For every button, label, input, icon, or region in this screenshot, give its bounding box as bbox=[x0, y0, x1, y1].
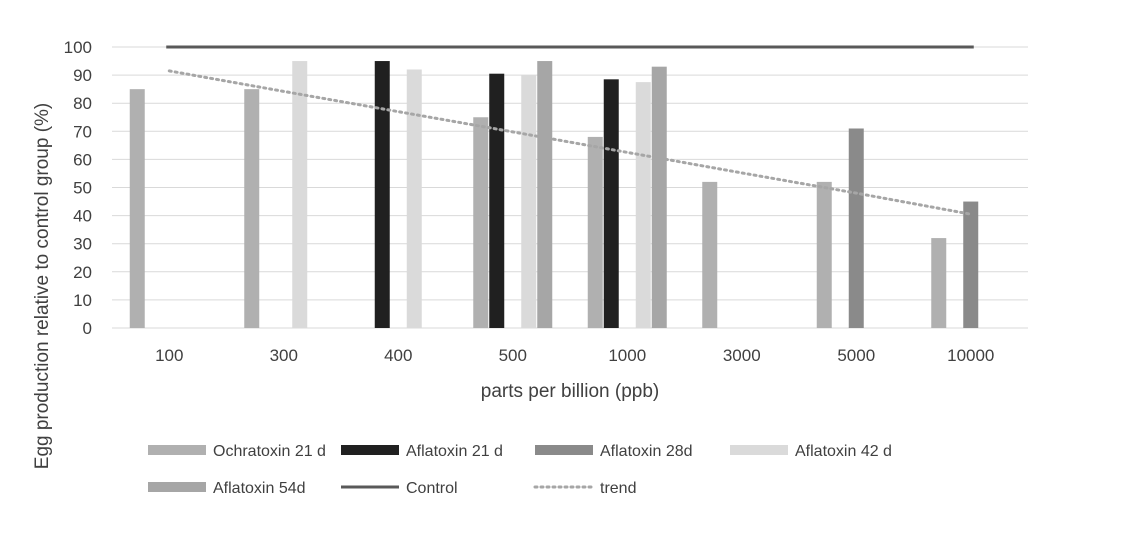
x-tick-label: 300 bbox=[270, 346, 298, 365]
bar bbox=[931, 238, 947, 328]
x-tick-label: 10000 bbox=[947, 346, 994, 365]
y-axis-title: Egg production relative to control group… bbox=[32, 103, 53, 469]
x-tick-label: 500 bbox=[499, 346, 527, 365]
y-tick-labels: 0 10 20 30 40 50 60 70 80 90 100 bbox=[64, 38, 92, 338]
bar bbox=[587, 136, 603, 328]
x-tick-label: 100 bbox=[155, 346, 183, 365]
bars-group bbox=[129, 61, 979, 329]
legend-label: Aflatoxin 54d bbox=[213, 480, 306, 497]
lines-group bbox=[166, 45, 974, 216]
legend-item: Ochratoxin 21 d bbox=[148, 443, 326, 460]
legend-item: Control bbox=[341, 480, 458, 497]
bar bbox=[635, 82, 651, 328]
legend-item: Aflatoxin 28d bbox=[535, 443, 693, 460]
legend-label: Control bbox=[406, 480, 458, 497]
bar bbox=[473, 117, 489, 328]
bar bbox=[702, 181, 718, 328]
y-tick-label: 90 bbox=[73, 66, 92, 85]
legend-label: trend bbox=[600, 480, 636, 497]
legend-item: Aflatoxin 21 d bbox=[341, 443, 503, 460]
legend-item: trend bbox=[533, 480, 636, 497]
bar bbox=[521, 75, 537, 328]
legend-label: Aflatoxin 42 d bbox=[795, 443, 892, 460]
legend-item: Aflatoxin 42 d bbox=[730, 443, 892, 460]
bar bbox=[537, 61, 553, 329]
bar bbox=[244, 89, 260, 329]
legend-swatch bbox=[148, 445, 206, 455]
y-tick-label: 60 bbox=[73, 150, 92, 169]
legend-swatch bbox=[148, 482, 206, 492]
legend-swatch bbox=[341, 445, 399, 455]
y-tick-label: 100 bbox=[64, 38, 92, 57]
y-tick-label: 70 bbox=[73, 122, 92, 141]
trend-line bbox=[167, 69, 973, 216]
x-tick-label: 5000 bbox=[837, 346, 875, 365]
bar bbox=[816, 181, 832, 328]
y-tick-label: 10 bbox=[73, 291, 92, 310]
y-tick-label: 0 bbox=[83, 319, 92, 338]
x-tick-label: 1000 bbox=[608, 346, 646, 365]
y-tick-label: 50 bbox=[73, 179, 92, 198]
legend-label: Ochratoxin 21 d bbox=[213, 443, 326, 460]
x-tick-label: 3000 bbox=[723, 346, 761, 365]
bar bbox=[963, 201, 979, 328]
y-tick-label: 40 bbox=[73, 207, 92, 226]
bar bbox=[489, 73, 505, 328]
bar bbox=[406, 69, 422, 328]
y-tick-label: 80 bbox=[73, 94, 92, 113]
bar bbox=[603, 79, 619, 328]
legend-label: Aflatoxin 21 d bbox=[406, 443, 503, 460]
bar bbox=[292, 61, 308, 329]
x-tick-label: 400 bbox=[384, 346, 412, 365]
bar bbox=[129, 89, 145, 329]
bar bbox=[651, 66, 667, 329]
legend-swatch bbox=[730, 445, 788, 455]
legend: Ochratoxin 21 d Aflatoxin 21 d Aflatoxin 2… bbox=[148, 443, 892, 497]
bar bbox=[374, 61, 390, 329]
legend-swatch bbox=[535, 445, 593, 455]
y-tick-label: 30 bbox=[73, 235, 92, 254]
legend-label: Aflatoxin 28d bbox=[600, 443, 693, 460]
x-tick-labels: 100 300 400 500 1000 3000 5000 10000 bbox=[155, 346, 994, 365]
bar bbox=[848, 128, 864, 328]
legend-item: Aflatoxin 54d bbox=[148, 480, 306, 497]
y-tick-label: 20 bbox=[73, 263, 92, 282]
x-axis-title: parts per billion (ppb) bbox=[481, 381, 659, 402]
